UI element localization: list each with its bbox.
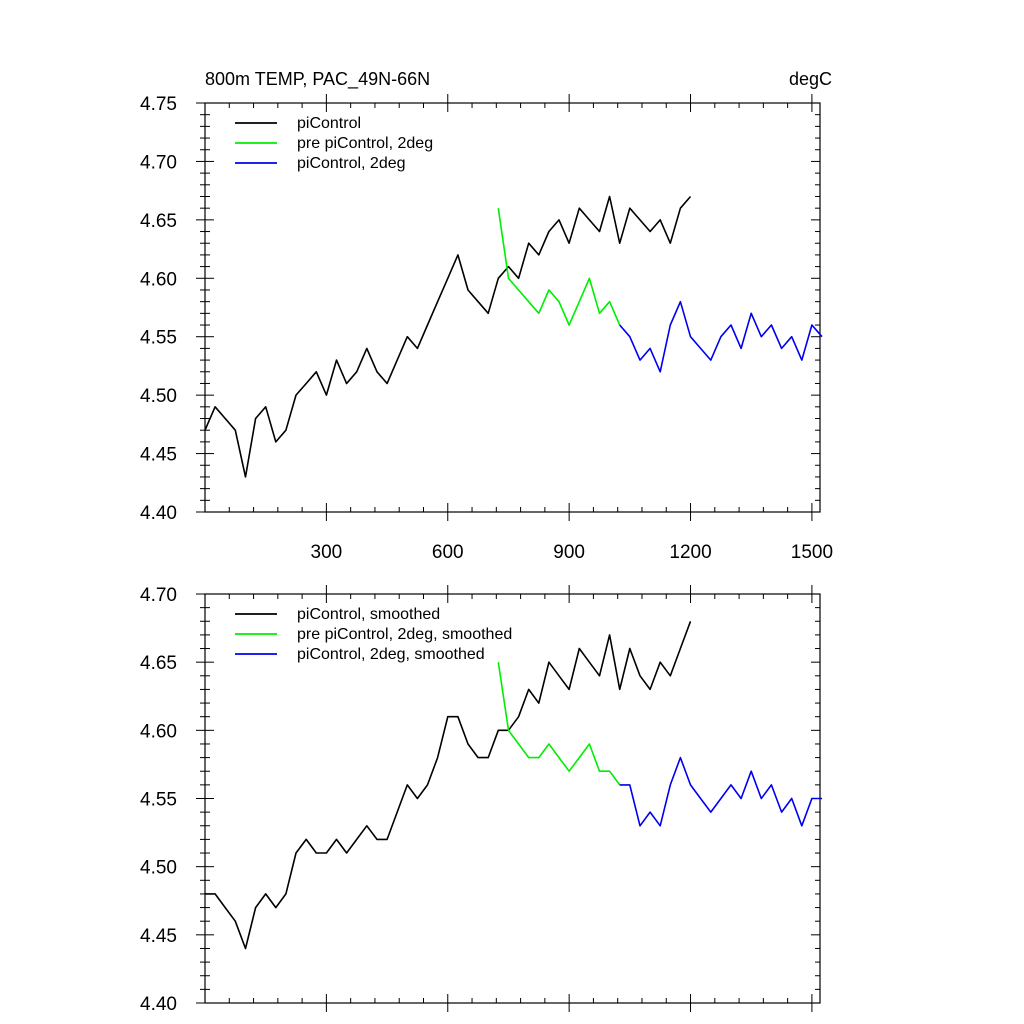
x-tick-label: 300 — [311, 542, 343, 563]
plot-frame — [204, 102, 821, 513]
legend-label: pre piControl, 2deg, smoothed — [297, 626, 512, 643]
legend-label: piControl, smoothed — [297, 606, 440, 623]
y-tick-label: 4.55 — [140, 328, 177, 349]
x-tick-label: 1200 — [669, 542, 711, 563]
x-tick-label: 900 — [553, 542, 585, 563]
chart-units: degC — [789, 69, 832, 89]
series-line-1 — [497, 208, 621, 326]
y-tick-label: 4.60 — [140, 269, 177, 290]
y-tick-label: 4.50 — [140, 858, 177, 879]
legend-label: piControl, 2deg — [297, 155, 406, 172]
series-line-1 — [497, 662, 621, 786]
legend-label: piControl — [297, 115, 361, 132]
y-tick-label: 4.45 — [140, 445, 177, 466]
y-tick-label: 4.75 — [140, 94, 177, 115]
bottom-chart: 4.40 4.45 4.50 4.55 4.60 4.65 4.70 piControl, s… — [140, 585, 822, 1015]
y-tick-label: 4.65 — [140, 653, 177, 674]
series-line-2 — [619, 300, 823, 373]
series-line-0 — [205, 621, 692, 950]
chart-title: 800m TEMP, PAC_49N-66N — [205, 69, 430, 90]
y-tick-label: 4.40 — [140, 503, 177, 524]
series-line-2 — [619, 756, 822, 827]
y-tick-label: 4.70 — [140, 585, 177, 606]
y-tick-label: 4.40 — [140, 994, 177, 1015]
y-tick-label: 4.50 — [140, 386, 177, 407]
legend-label: piControl, 2deg, smoothed — [297, 646, 485, 663]
legend-label: pre piControl, 2deg — [297, 135, 433, 152]
x-tick-label: 600 — [432, 542, 464, 563]
y-tick-label: 4.60 — [140, 721, 177, 742]
y-tick-label: 4.70 — [140, 152, 177, 173]
y-tick-label: 4.45 — [140, 926, 177, 947]
y-tick-label: 4.65 — [140, 211, 177, 232]
x-tick-label: 1500 — [791, 542, 833, 563]
y-tick-label: 4.55 — [140, 790, 177, 811]
top-chart: 800m TEMP, PAC_49N-66N degC 4.40 4.45 4.50 4.… — [140, 69, 833, 563]
series-line-0 — [204, 195, 692, 478]
